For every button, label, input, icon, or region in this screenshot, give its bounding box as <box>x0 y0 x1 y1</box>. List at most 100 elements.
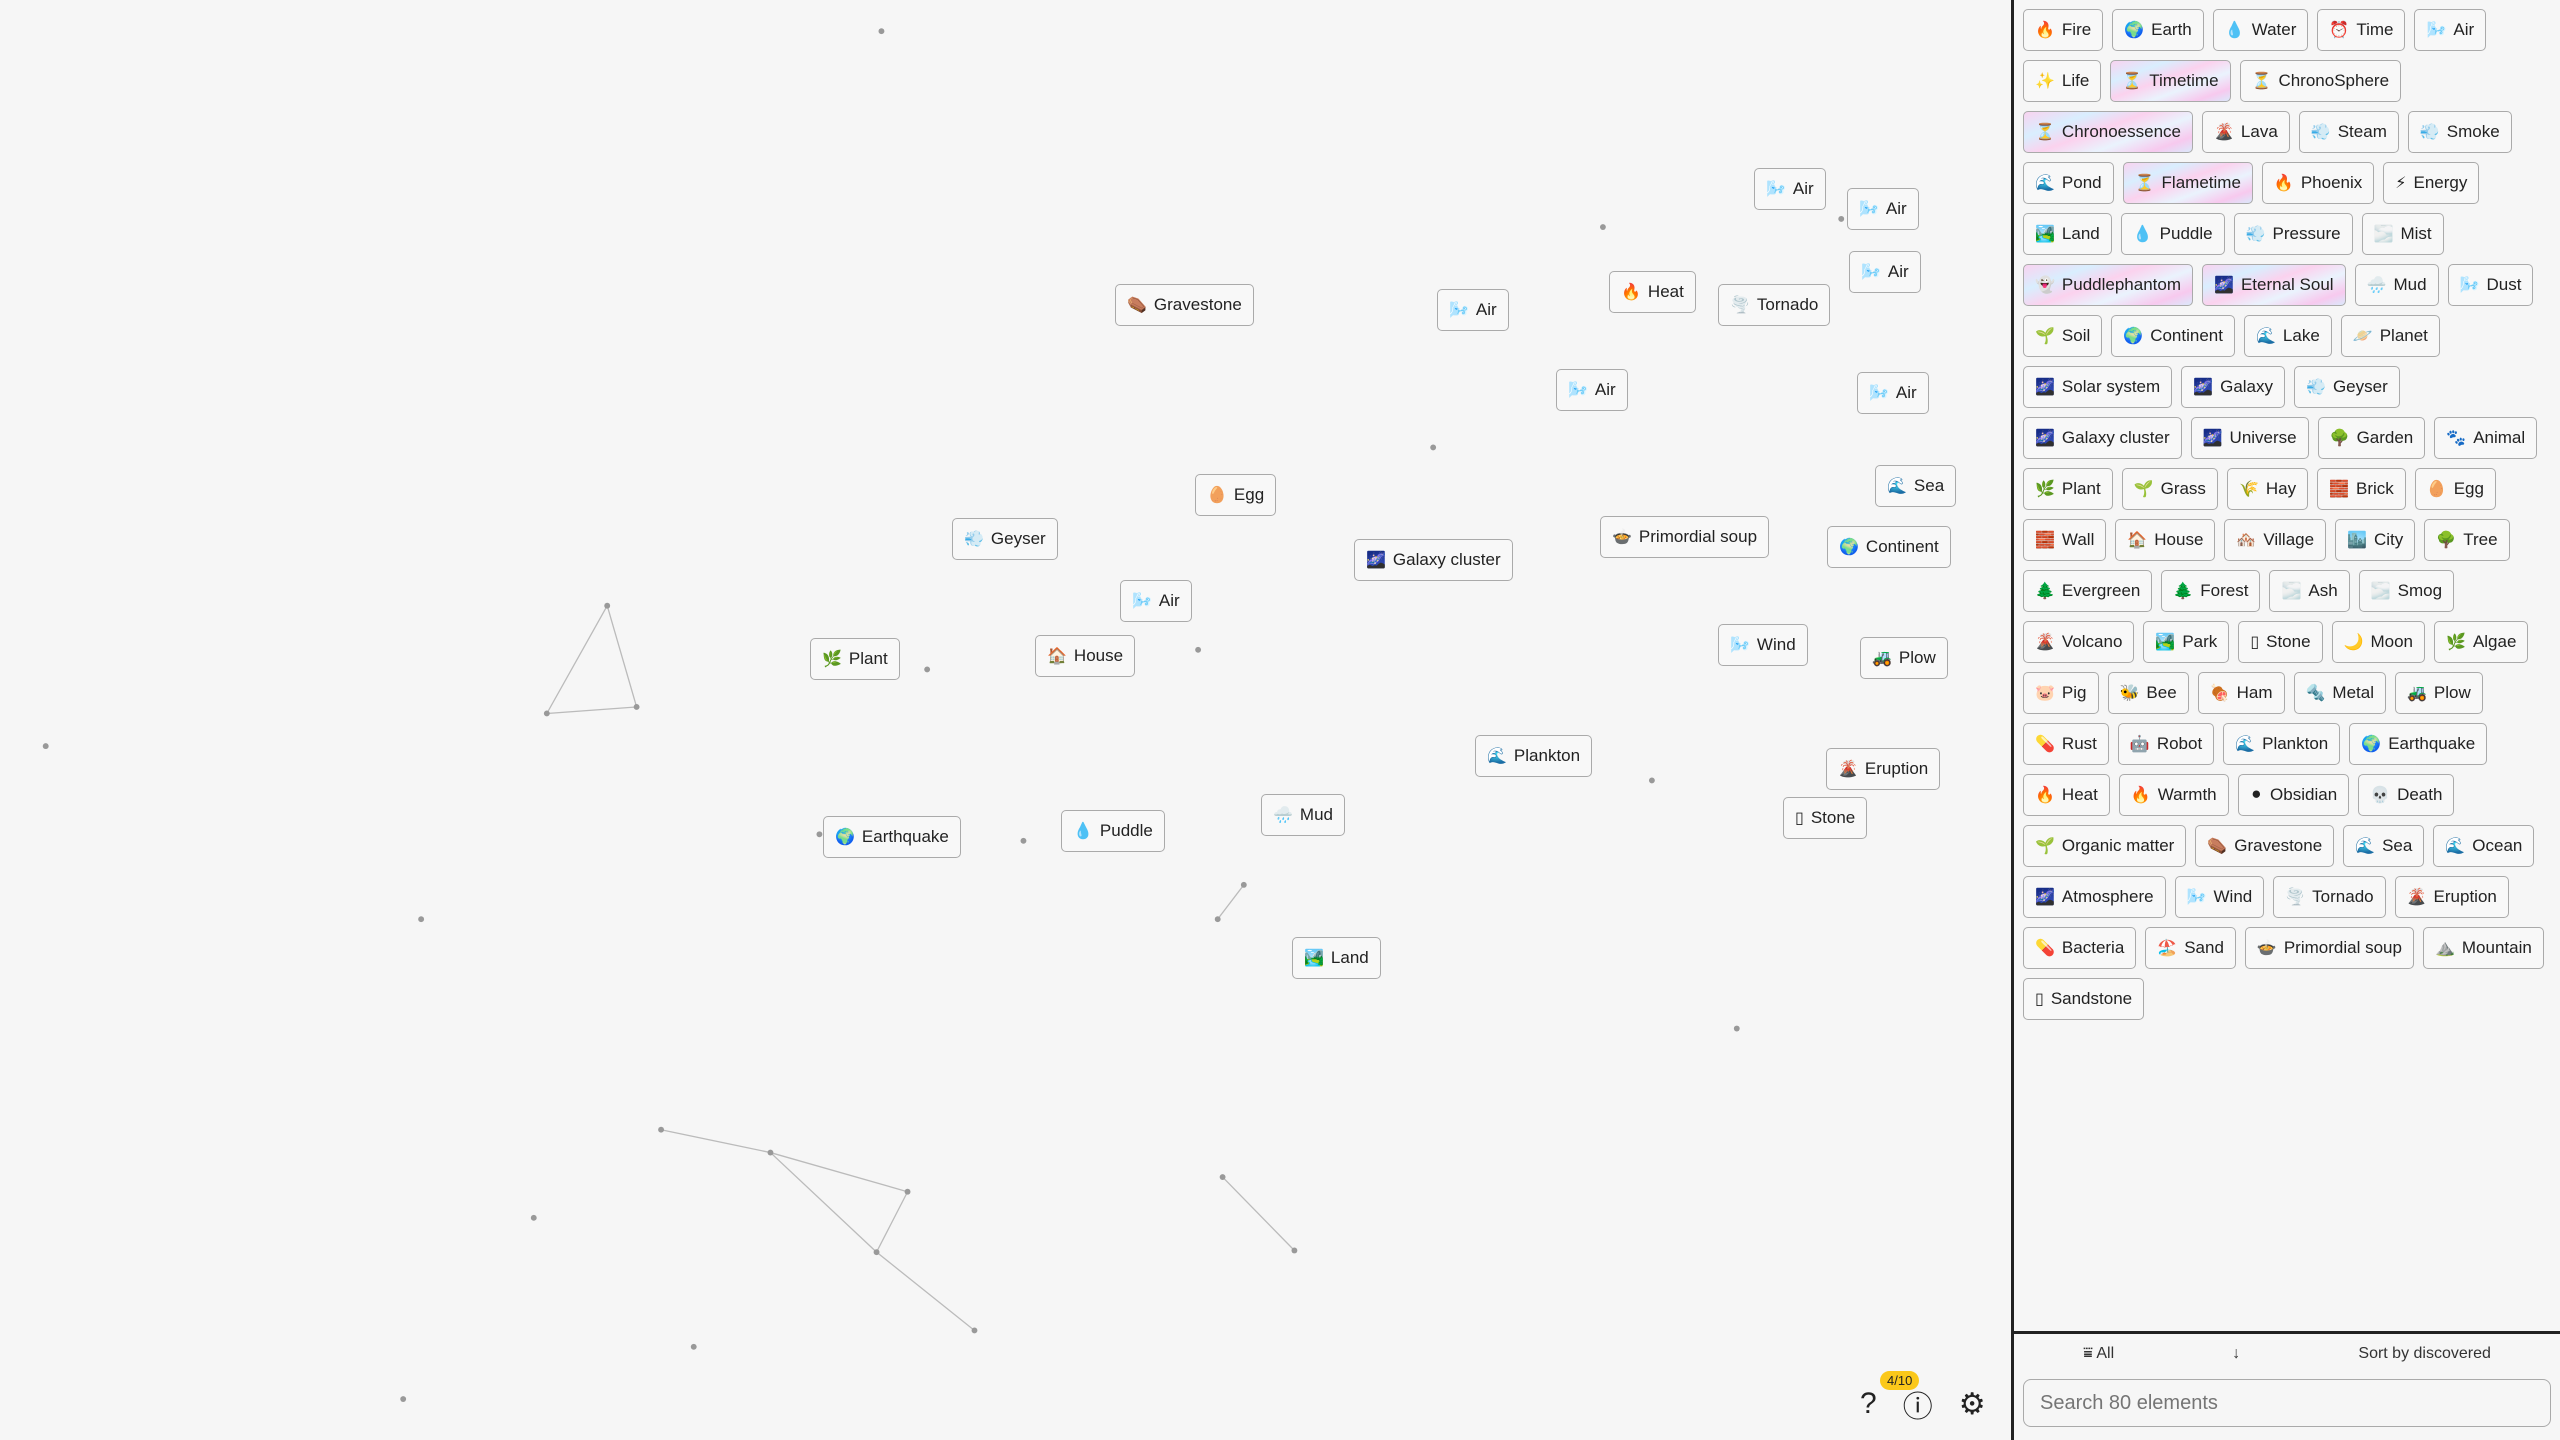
sidebar-element-ham[interactable]: 🍖 Ham <box>2197 672 2285 714</box>
sidebar-element-flametime[interactable]: ⏳ Flametime <box>2122 162 2253 204</box>
sidebar-element-lava[interactable]: 🌋 Lava <box>2202 111 2290 153</box>
sidebar-element-soil[interactable]: 🌱 Soil <box>2023 315 2103 357</box>
canvas-element-egg[interactable]: 🥚 Egg <box>1195 474 1277 516</box>
sidebar-element-rust[interactable]: 💊 Rust <box>2023 723 2109 765</box>
canvas-element-plant[interactable]: 🌿 Plant <box>810 638 900 680</box>
sidebar-element-universe[interactable]: 🌌 Universe <box>2190 417 2309 459</box>
sidebar-element-metal[interactable]: 🔩 Metal <box>2293 672 2386 714</box>
sidebar-element-smoke[interactable]: 💨 Smoke <box>2407 111 2512 153</box>
canvas-element-air[interactable]: 🌬️ Air <box>1849 251 1921 293</box>
sidebar-element-city[interactable]: 🏙️ City <box>2335 519 2416 561</box>
canvas-element-plow[interactable]: 🚜 Plow <box>1860 637 1948 679</box>
sidebar-element-gravestone[interactable]: ⚰️ Gravestone <box>2195 825 2335 867</box>
settings-gear-icon[interactable]: ⚙ <box>1958 1387 1986 1421</box>
sidebar-element-heat[interactable]: 🔥 Heat <box>2023 774 2110 816</box>
sidebar-element-galaxy-cluster[interactable]: 🌌 Galaxy cluster <box>2023 417 2182 459</box>
sidebar-element-egg[interactable]: 🥚 Egg <box>2414 468 2496 510</box>
sidebar-element-primordial-soup[interactable]: 🍲 Primordial soup <box>2244 927 2414 969</box>
canvas-element-house[interactable]: 🏠 House <box>1035 635 1136 677</box>
sidebar-element-animal[interactable]: 🐾 Animal <box>2434 417 2538 459</box>
canvas-element-continent[interactable]: 🌍 Continent <box>1827 526 1951 568</box>
canvas-element-geyser[interactable]: 💨 Geyser <box>952 518 1058 560</box>
sidebar-element-timetime[interactable]: ⏳ Timetime <box>2110 60 2231 102</box>
sidebar-element-bee[interactable]: 🐝 Bee <box>2107 672 2189 714</box>
sidebar-element-robot[interactable]: 🤖 Robot <box>2117 723 2215 765</box>
sidebar-element-moon[interactable]: 🌙 Moon <box>2331 621 2426 663</box>
canvas-element-gravestone[interactable]: ⚰️ Gravestone <box>1115 284 1254 326</box>
canvas-element-earthquake[interactable]: 🌍 Earthquake <box>823 816 961 858</box>
sidebar-element-time[interactable]: ⏰ Time <box>2317 9 2406 51</box>
sidebar-element-puddle[interactable]: 💧 Puddle <box>2120 213 2225 255</box>
info-icon[interactable]: ⓘ <box>1902 1391 1933 1424</box>
sidebar-element-puddlephantom[interactable]: 👻 Puddlephantom <box>2023 264 2194 306</box>
canvas-element-eruption[interactable]: 🌋 Eruption <box>1826 748 1941 790</box>
sidebar-element-tornado[interactable]: 🌪️ Tornado <box>2273 876 2386 918</box>
sidebar-element-solar-system[interactable]: 🌌 Solar system <box>2023 366 2173 408</box>
sidebar-element-brick[interactable]: 🧱 Brick <box>2317 468 2406 510</box>
sidebar-element-organic-matter[interactable]: 🌱 Organic matter <box>2023 825 2187 867</box>
sidebar-element-death[interactable]: 💀 Death <box>2358 774 2455 816</box>
sidebar-element-geyser[interactable]: 💨 Geyser <box>2294 366 2400 408</box>
sidebar-element-mountain[interactable]: ⛰️ Mountain <box>2422 927 2544 969</box>
sidebar-element-tree[interactable]: 🌳 Tree <box>2424 519 2510 561</box>
sidebar-element-continent[interactable]: 🌍 Continent <box>2111 315 2235 357</box>
sidebar-element-wind[interactable]: 🌬️ Wind <box>2174 876 2265 918</box>
sidebar-element-volcano[interactable]: 🌋 Volcano <box>2023 621 2135 663</box>
sidebar-element-mist[interactable]: 🌫️ Mist <box>2361 213 2444 255</box>
sidebar-element-village[interactable]: 🏘️ Village <box>2224 519 2327 561</box>
sidebar-element-hay[interactable]: 🌾 Hay <box>2226 468 2309 510</box>
sidebar-element-eruption[interactable]: 🌋 Eruption <box>2394 876 2509 918</box>
sidebar-element-sandstone[interactable]: ▯ Sandstone <box>2023 978 2145 1020</box>
sidebar-element-earthquake[interactable]: 🌍 Earthquake <box>2349 723 2488 765</box>
sidebar-element-steam[interactable]: 💨 Steam <box>2298 111 2399 153</box>
sidebar-element-planet[interactable]: 🪐 Planet <box>2340 315 2440 357</box>
sidebar-element-mud[interactable]: 🌧️ Mud <box>2354 264 2439 306</box>
sidebar-element-ocean[interactable]: 🌊 Ocean <box>2433 825 2535 867</box>
sidebar-element-house[interactable]: 🏠 House <box>2115 519 2216 561</box>
sidebar-element-water[interactable]: 💧 Water <box>2212 9 2309 51</box>
canvas-element-air[interactable]: 🌬️ Air <box>1754 168 1826 210</box>
sidebar-element-lake[interactable]: 🌊 Lake <box>2243 315 2332 357</box>
sidebar-element-sand[interactable]: 🏖️ Sand <box>2145 927 2236 969</box>
sidebar-element-pig[interactable]: 🐷 Pig <box>2023 672 2099 714</box>
canvas-element-galaxy-cluster[interactable]: 🌌 Galaxy cluster <box>1354 539 1513 581</box>
sidebar-element-galaxy[interactable]: 🌌 Galaxy <box>2181 366 2286 408</box>
search-input[interactable] <box>2023 1379 2551 1427</box>
sidebar-element-sea[interactable]: 🌊 Sea <box>2343 825 2425 867</box>
sidebar-element-life[interactable]: ✨ Life <box>2023 60 2102 102</box>
sidebar-element-earth[interactable]: 🌍 Earth <box>2112 9 2204 51</box>
canvas-element-plankton[interactable]: 🌊 Plankton <box>1475 735 1593 777</box>
canvas-element-air[interactable]: 🌬️ Air <box>1437 289 1509 331</box>
sidebar-element-warmth[interactable]: 🔥 Warmth <box>2118 774 2229 816</box>
sidebar-element-smog[interactable]: 🌫️ Smog <box>2358 570 2455 612</box>
sidebar-element-garden[interactable]: 🌳 Garden <box>2317 417 2426 459</box>
sidebar-element-chronoessence[interactable]: ⏳ Chronoessence <box>2023 111 2193 153</box>
sidebar-element-pond[interactable]: 🌊 Pond <box>2023 162 2114 204</box>
sidebar-element-fire[interactable]: 🔥 Fire <box>2023 9 2104 51</box>
sidebar-element-park[interactable]: 🏞️ Park <box>2143 621 2230 663</box>
canvas-element-land[interactable]: 🏞️ Land <box>1292 937 1381 979</box>
sidebar-element-grass[interactable]: 🌱 Grass <box>2121 468 2218 510</box>
sidebar-element-atmosphere[interactable]: 🌌 Atmosphere <box>2023 876 2166 918</box>
sidebar-element-energy[interactable]: ⚡ Energy <box>2383 162 2480 204</box>
sidebar-element-phoenix[interactable]: 🔥 Phoenix <box>2261 162 2375 204</box>
sidebar-element-air[interactable]: 🌬️ Air <box>2414 9 2487 51</box>
sidebar-element-dust[interactable]: 🌬️ Dust <box>2447 264 2534 306</box>
canvas-element-sea[interactable]: 🌊 Sea <box>1875 465 1957 507</box>
canvas-element-puddle[interactable]: 💧 Puddle <box>1061 810 1165 852</box>
sidebar-element-chronosphere[interactable]: ⏳ ChronoSphere <box>2239 60 2402 102</box>
sidebar-element-eternal-soul[interactable]: 🌌 Eternal Soul <box>2202 264 2346 306</box>
canvas-element-air[interactable]: 🌬️ Air <box>1847 188 1919 230</box>
sort-direction-arrow-icon[interactable]: ↓ <box>2232 1345 2241 1362</box>
sidebar-element-stone[interactable]: ▯ Stone <box>2238 621 2323 663</box>
sidebar-element-obsidian[interactable]: ⚫ Obsidian <box>2237 774 2350 816</box>
canvas-element-air[interactable]: 🌬️ Air <box>1556 369 1628 411</box>
sidebar-element-algae[interactable]: 🌿 Algae <box>2434 621 2529 663</box>
canvas-element-mud[interactable]: 🌧️ Mud <box>1261 794 1345 836</box>
canvas-element-wind[interactable]: 🌬️ Wind <box>1718 624 1808 666</box>
canvas-element-tornado[interactable]: 🌪️ Tornado <box>1718 284 1831 326</box>
sidebar-element-land[interactable]: 🏞️ Land <box>2023 213 2112 255</box>
sidebar-element-plant[interactable]: 🌿 Plant <box>2023 468 2113 510</box>
sidebar-element-plankton[interactable]: 🌊 Plankton <box>2223 723 2341 765</box>
sidebar-element-evergreen[interactable]: 🌲 Evergreen <box>2023 570 2153 612</box>
